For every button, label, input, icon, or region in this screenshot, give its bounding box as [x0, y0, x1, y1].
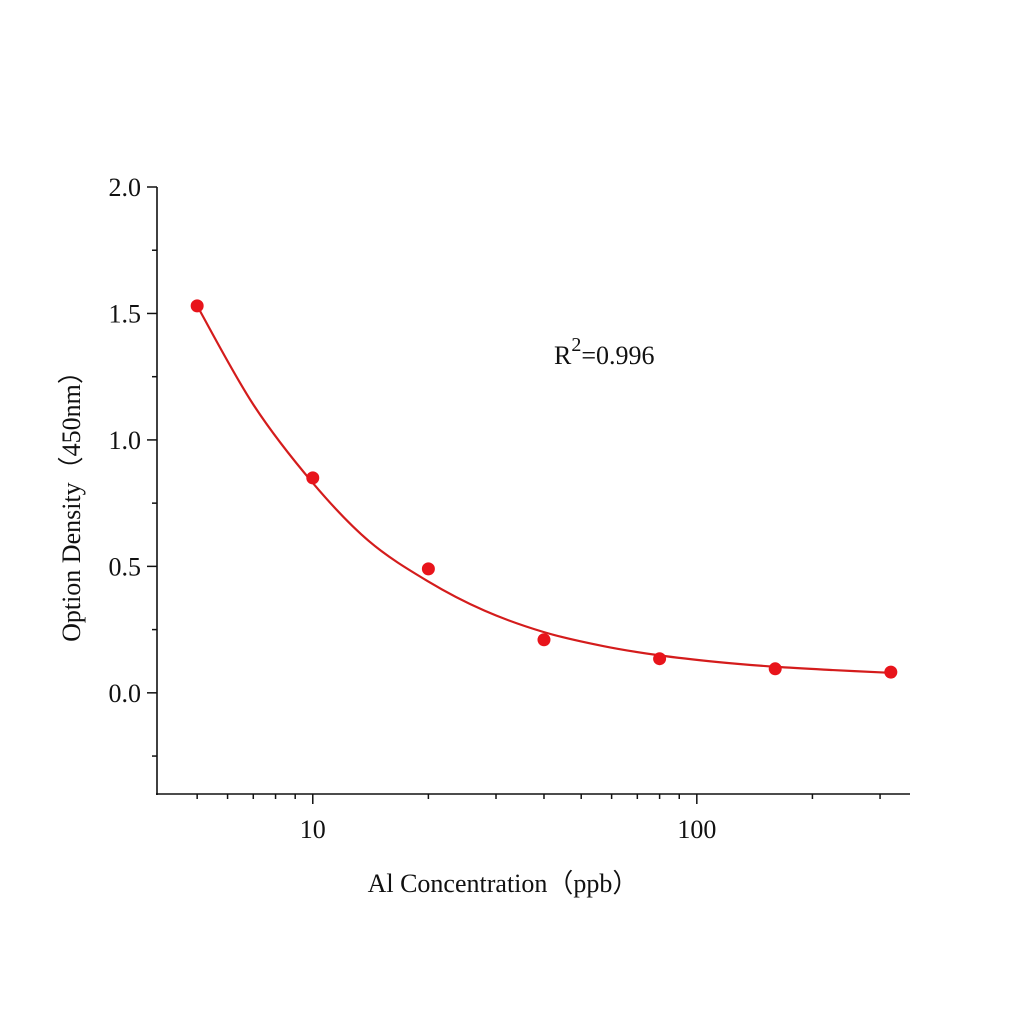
data-point	[421, 562, 435, 576]
x-axis-label: Al Concentration（ppb）	[368, 869, 639, 898]
y-tick-label: 0.5	[109, 552, 142, 581]
y-tick-label: 1.0	[109, 426, 142, 455]
x-tick-label: 100	[677, 815, 716, 844]
annotation-superscript: 2	[571, 334, 581, 356]
y-axis-label: Option Density（450nm）	[57, 358, 86, 642]
data-point	[653, 652, 667, 666]
data-point	[884, 665, 898, 679]
data-point	[537, 633, 551, 647]
data-point	[190, 299, 204, 313]
x-tick-label: 10	[300, 815, 326, 844]
data-point	[768, 662, 782, 676]
annotation-text: =0.996	[581, 341, 654, 370]
annotation: R2=0.996	[554, 334, 655, 370]
y-tick-label: 1.5	[109, 299, 142, 328]
data-point	[306, 471, 320, 485]
y-tick-label: 0.0	[109, 679, 142, 708]
annotation-text: R	[554, 341, 572, 370]
y-tick-label: 2.0	[109, 173, 142, 202]
